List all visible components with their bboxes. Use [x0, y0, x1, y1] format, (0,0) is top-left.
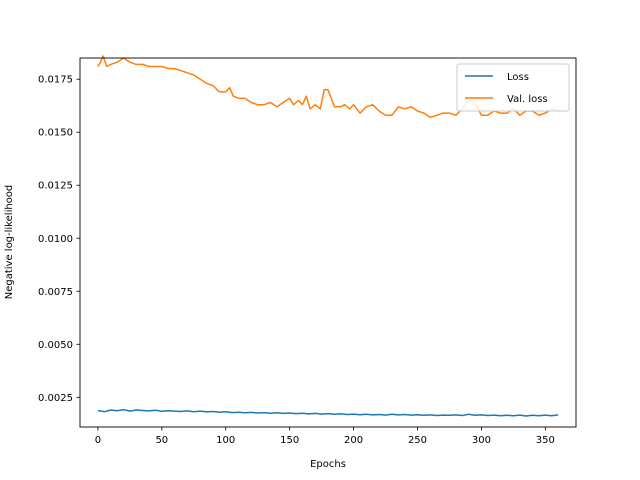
y-axis-label: Negative log-likelihood — [4, 185, 15, 300]
y-axis-ticks: 0.0025 0.0050 0.0075 0.0100 0.0125 0.0150 0.01… — [38, 75, 80, 404]
x-tick-label: 150 — [280, 435, 299, 446]
y-tick-label: 0.0175 — [38, 75, 73, 86]
legend-label-loss: Loss — [507, 72, 529, 83]
y-tick-label: 0.0075 — [38, 287, 73, 298]
x-tick-label: 0 — [95, 435, 101, 446]
x-tick-label: 300 — [472, 435, 491, 446]
y-tick-label: 0.0050 — [38, 340, 73, 351]
legend-label-val-loss: Val. loss — [507, 94, 548, 105]
x-tick-label: 100 — [216, 435, 235, 446]
y-tick-label: 0.0125 — [38, 181, 73, 192]
y-tick-label: 0.0025 — [38, 393, 73, 404]
plot-frame — [79, 57, 577, 428]
legend: Loss Val. loss — [456, 63, 570, 112]
x-tick-label: 50 — [155, 435, 168, 446]
series-line-loss — [97, 408, 559, 417]
x-tick-label: 350 — [536, 435, 555, 446]
x-tick-label: 250 — [408, 435, 427, 446]
y-tick-label: 0.0100 — [38, 234, 73, 245]
y-tick-label: 0.0150 — [38, 128, 73, 139]
x-axis-ticks: 0 50 100 150 200 250 300 350 — [95, 427, 555, 446]
x-axis-label: Epochs — [310, 459, 346, 470]
x-tick-label: 200 — [344, 435, 363, 446]
